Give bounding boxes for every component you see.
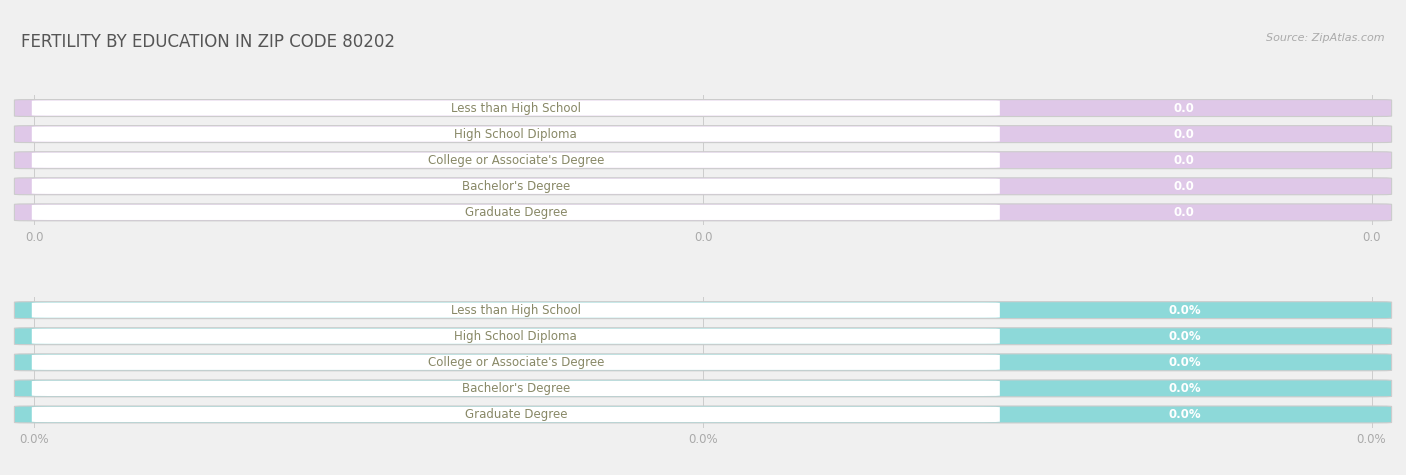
- FancyBboxPatch shape: [32, 407, 1000, 422]
- Text: 0.0: 0.0: [1174, 180, 1195, 193]
- Text: High School Diploma: High School Diploma: [454, 330, 578, 343]
- Text: Bachelor's Degree: Bachelor's Degree: [461, 180, 569, 193]
- FancyBboxPatch shape: [14, 204, 1392, 221]
- Text: 0.0: 0.0: [1174, 128, 1195, 141]
- Text: 0.0: 0.0: [1174, 154, 1195, 167]
- FancyBboxPatch shape: [32, 355, 1000, 370]
- Text: Less than High School: Less than High School: [451, 304, 581, 317]
- FancyBboxPatch shape: [32, 381, 1000, 396]
- Text: 0.0%: 0.0%: [1168, 356, 1201, 369]
- Text: Graduate Degree: Graduate Degree: [464, 206, 567, 219]
- FancyBboxPatch shape: [32, 179, 1000, 194]
- Text: 0.0%: 0.0%: [1168, 330, 1201, 343]
- Text: FERTILITY BY EDUCATION IN ZIP CODE 80202: FERTILITY BY EDUCATION IN ZIP CODE 80202: [21, 33, 395, 51]
- Text: College or Associate's Degree: College or Associate's Degree: [427, 154, 605, 167]
- Text: 0.0: 0.0: [1174, 206, 1195, 219]
- FancyBboxPatch shape: [32, 205, 1000, 220]
- Text: Graduate Degree: Graduate Degree: [464, 408, 567, 421]
- FancyBboxPatch shape: [14, 380, 1392, 397]
- Text: Source: ZipAtlas.com: Source: ZipAtlas.com: [1267, 33, 1385, 43]
- FancyBboxPatch shape: [14, 406, 1392, 423]
- FancyBboxPatch shape: [14, 100, 1392, 116]
- FancyBboxPatch shape: [32, 152, 1000, 168]
- Text: High School Diploma: High School Diploma: [454, 128, 578, 141]
- Text: 0.0: 0.0: [1174, 102, 1195, 114]
- FancyBboxPatch shape: [14, 302, 1392, 319]
- Text: College or Associate's Degree: College or Associate's Degree: [427, 356, 605, 369]
- FancyBboxPatch shape: [32, 100, 1000, 115]
- FancyBboxPatch shape: [14, 152, 1392, 169]
- FancyBboxPatch shape: [14, 126, 1392, 142]
- FancyBboxPatch shape: [32, 126, 1000, 142]
- Text: 0.0%: 0.0%: [1168, 382, 1201, 395]
- Text: Less than High School: Less than High School: [451, 102, 581, 114]
- Text: 0.0%: 0.0%: [1168, 304, 1201, 317]
- FancyBboxPatch shape: [32, 303, 1000, 318]
- FancyBboxPatch shape: [32, 329, 1000, 344]
- Text: Bachelor's Degree: Bachelor's Degree: [461, 382, 569, 395]
- FancyBboxPatch shape: [14, 328, 1392, 345]
- FancyBboxPatch shape: [14, 178, 1392, 195]
- Text: 0.0%: 0.0%: [1168, 408, 1201, 421]
- FancyBboxPatch shape: [14, 354, 1392, 371]
